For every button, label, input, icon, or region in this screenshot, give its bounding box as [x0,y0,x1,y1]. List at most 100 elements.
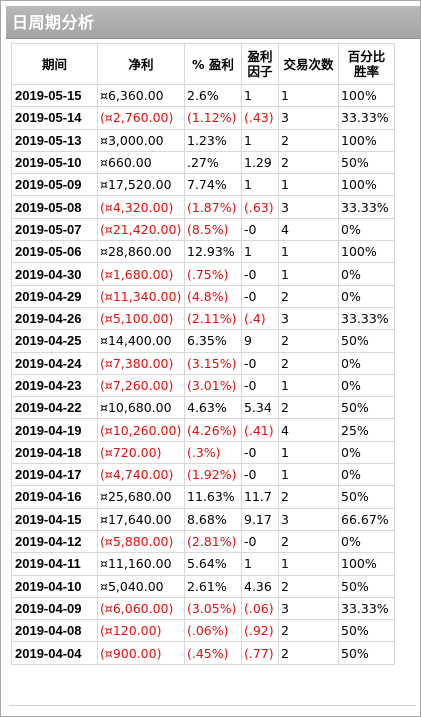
table-row[interactable]: 2019-04-23 (¤7,260.00) (3.01%) -0 1 0% [11,373,395,398]
cell-date: 2019-05-13 [11,128,98,152]
table-row[interactable]: 2019-04-17 (¤4,740.00) (1.92%) -0 1 0% [11,463,395,487]
cell-pct-profit: (4.8%) [184,284,242,308]
table-header-row: 期间 净利 % 盈利 盈利 因子 交易次数 百分比 胜率 [11,43,395,85]
table-row[interactable]: 2019-04-29 (¤11,340.00) (4.8%) -0 2 0% [11,284,395,308]
table-row[interactable]: 2019-05-13 ¤3,000.00 1.23% 1 2 100% [11,128,395,152]
cell-date: 2019-04-09 [11,596,98,621]
cell-pct-profit: (3.15%) [184,351,242,375]
cell-trades: 2 [278,485,339,509]
table-row[interactable]: 2019-04-12 (¤5,880.00) (2.81%) -0 2 0% [11,529,395,554]
header-pct-win[interactable]: 百分比 胜率 [338,43,395,85]
cell-trades: 1 [278,552,339,576]
table-row[interactable]: 2019-04-08 (¤120.00) (.06%) (.92) 2 50% [11,619,395,643]
cell-date: 2019-04-12 [11,529,98,554]
cell-trades: 2 [278,284,339,308]
table-row[interactable]: 2019-04-04 (¤900.00) (.45%) (.77) 2 50% [11,641,395,665]
cell-date: 2019-04-08 [11,619,98,643]
table-row[interactable]: 2019-05-14 (¤2,760.00) (1.12%) (.43) 3 33.33% [11,106,395,130]
table-row[interactable]: 2019-04-11 ¤11,160.00 5.64% 1 1 100% [11,552,395,576]
cell-profit-factor: -0 [241,351,279,375]
table-row[interactable]: 2019-04-30 (¤1,680.00) (.75%) -0 1 0% [11,262,395,286]
cell-profit-factor: (.92) [241,619,279,643]
cell-profit-factor: 1 [241,173,279,197]
cell-pct-win: 100% [338,128,395,152]
header-pct-profit[interactable]: % 盈利 [184,43,242,85]
cell-profit-factor: -0 [241,463,279,487]
cell-date: 2019-04-23 [11,373,98,398]
table-row[interactable]: 2019-04-19 (¤10,260.00) (4.26%) (.41) 4 25% [11,418,395,442]
cell-net-profit: (¤1,680.00) [97,262,185,286]
cell-profit-factor: 9 [241,329,279,353]
cell-pct-profit: (.45%) [184,641,242,665]
cell-pct-profit: (3.01%) [184,373,242,398]
header-profit-factor-line2: 因子 [247,64,273,79]
cell-net-profit: (¤4,740.00) [97,463,185,487]
table-row[interactable]: 2019-05-07 (¤21,420.00) (8.5%) -0 4 0% [11,217,395,242]
cell-profit-factor: (.4) [241,306,279,331]
cell-profit-factor: -0 [241,217,279,242]
table-row[interactable]: 2019-05-15 ¤6,360.00 2.6% 1 1 100% [11,83,395,108]
cell-net-profit: (¤5,880.00) [97,529,185,554]
cell-net-profit: (¤2,760.00) [97,106,185,130]
cell-net-profit: ¤11,160.00 [97,552,185,576]
cell-net-profit: ¤28,860.00 [97,240,185,264]
cell-trades: 1 [278,83,339,108]
cell-pct-win: 33.33% [338,195,395,219]
table-row[interactable]: 2019-04-09 (¤6,060.00) (3.05%) (.06) 3 33.33% [11,596,395,621]
cell-pct-win: 0% [338,529,395,554]
table-row[interactable]: 2019-05-09 ¤17,520.00 7.74% 1 1 100% [11,173,395,197]
cell-profit-factor: (.63) [241,195,279,219]
cell-date: 2019-05-15 [11,83,98,108]
cell-profit-factor: 11.7 [241,485,279,509]
table-row[interactable]: 2019-04-15 ¤17,640.00 8.68% 9.17 3 66.67% [11,507,395,531]
cell-pct-win: 33.33% [338,106,395,130]
cell-profit-factor: 1 [241,552,279,576]
cell-trades: 2 [278,150,339,175]
cell-net-profit: ¤10,680.00 [97,396,185,420]
header-period[interactable]: 期间 [11,43,98,85]
cell-net-profit: (¤5,100.00) [97,306,185,331]
cell-profit-factor: -0 [241,284,279,308]
cell-pct-profit: (8.5%) [184,217,242,242]
cell-pct-win: 33.33% [338,596,395,621]
table-row[interactable]: 2019-05-06 ¤28,860.00 12.93% 1 1 100% [11,240,395,264]
cell-trades: 3 [278,507,339,531]
cell-trades: 4 [278,418,339,442]
cell-date: 2019-04-16 [11,485,98,509]
cell-pct-win: 0% [338,373,395,398]
cell-date: 2019-04-10 [11,574,98,598]
cell-profit-factor: (.43) [241,106,279,130]
cell-trades: 3 [278,106,339,130]
cell-date: 2019-04-30 [11,262,98,286]
cell-date: 2019-05-06 [11,240,98,264]
table-row[interactable]: 2019-04-10 ¤5,040.00 2.61% 4.36 2 50% [11,574,395,598]
cell-pct-win: 25% [338,418,395,442]
cell-profit-factor: 1 [241,83,279,108]
table-row[interactable]: 2019-04-22 ¤10,680.00 4.63% 5.34 2 50% [11,396,395,420]
table-body: 2019-05-15 ¤6,360.00 2.6% 1 1 100% 2019-05-14(… [11,83,395,665]
table-row[interactable]: 2019-05-08 (¤4,320.00) (1.87%) (.63) 3 33.33% [11,195,395,219]
cell-trades: 4 [278,217,339,242]
cell-date: 2019-04-26 [11,306,98,331]
table-row[interactable]: 2019-04-16 ¤25,680.00 11.63% 11.7 2 50% [11,485,395,509]
cell-net-profit: ¤25,680.00 [97,485,185,509]
header-profit-factor[interactable]: 盈利 因子 [241,43,279,85]
table-row[interactable]: 2019-04-26 (¤5,100.00) (2.11%) (.4) 3 33.33% [11,306,395,331]
cell-net-profit: (¤720.00) [97,440,185,465]
cell-profit-factor: -0 [241,440,279,465]
cell-profit-factor: 1 [241,240,279,264]
cell-pct-profit: (1.87%) [184,195,242,219]
panel-bottom-divider [9,705,416,714]
table-row[interactable]: 2019-04-25 ¤14,400.00 6.35% 9 2 50% [11,329,395,353]
table-row[interactable]: 2019-04-18 (¤720.00) (.3%) -0 1 0% [11,440,395,465]
cell-trades: 2 [278,641,339,665]
cell-pct-profit: 6.35% [184,329,242,353]
header-trades[interactable]: 交易次数 [278,43,339,85]
table-row[interactable]: 2019-04-24 (¤7,380.00) (3.15%) -0 2 0% [11,351,395,375]
table-row[interactable]: 2019-05-10 ¤660.00.27% 1.29 2 50% [11,150,395,175]
cell-profit-factor: 9.17 [241,507,279,531]
header-net-profit[interactable]: 净利 [97,43,185,85]
cell-date: 2019-05-08 [11,195,98,219]
cell-pct-win: 0% [338,440,395,465]
